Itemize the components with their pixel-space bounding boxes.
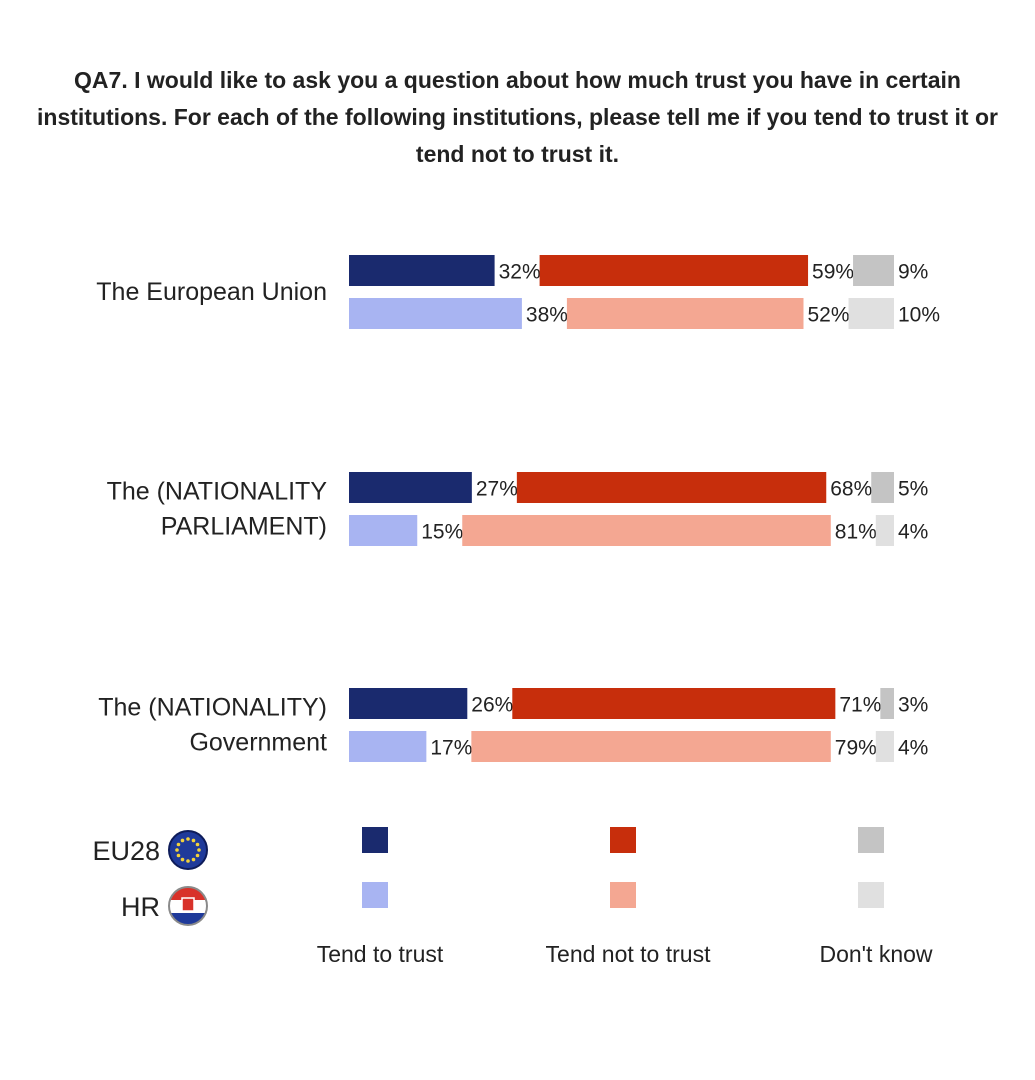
- legend-swatch: [362, 827, 388, 853]
- bar-hr: [349, 515, 418, 546]
- data-label: 38%: [526, 304, 568, 327]
- bar-hr: [848, 298, 894, 329]
- eu-flag-star: [180, 838, 185, 843]
- data-label: 59%: [812, 261, 854, 284]
- hr-flag-icon: [168, 886, 208, 926]
- bar-hr: [566, 298, 804, 329]
- category-label: Government: [189, 729, 327, 757]
- category-label: PARLIAMENT): [161, 513, 327, 541]
- respondent-label: HR: [121, 892, 160, 922]
- bar-eu28: [880, 688, 894, 719]
- bar-hr: [875, 515, 894, 546]
- eu-flag-star: [191, 838, 196, 843]
- bar-eu28: [512, 688, 836, 719]
- category-label: The (NATIONALITY: [107, 478, 328, 506]
- bar-eu28: [349, 688, 468, 719]
- data-label: 17%: [430, 737, 472, 760]
- bar-eu28: [349, 472, 472, 503]
- eu-flag-star: [176, 853, 181, 858]
- category-label: The European Union: [96, 278, 327, 306]
- eu-flag-star: [195, 853, 200, 858]
- bar-eu28: [539, 255, 809, 286]
- eu-flag-star: [180, 857, 185, 862]
- legend-swatch: [362, 882, 388, 908]
- data-label: 27%: [476, 478, 518, 501]
- legend-label: Don't know: [819, 941, 932, 967]
- bar-eu28: [349, 255, 495, 286]
- eu-flag-star: [176, 842, 181, 847]
- hr-flag-shield: [181, 897, 195, 912]
- eu-flag-star: [195, 842, 200, 847]
- bar-hr: [462, 515, 831, 546]
- data-label: 3%: [898, 694, 928, 717]
- legend-label: Tend to trust: [317, 941, 444, 967]
- data-label: 52%: [808, 304, 850, 327]
- category-label: The (NATIONALITY): [98, 694, 327, 722]
- bar-eu28: [871, 472, 894, 503]
- data-label: 9%: [898, 261, 928, 284]
- chart-title: QA7. I would like to ask you a question …: [37, 67, 998, 167]
- bar-eu28: [853, 255, 894, 286]
- eu-flag-star: [191, 857, 196, 862]
- data-label: 5%: [898, 478, 928, 501]
- legend-swatch: [610, 882, 636, 908]
- data-label: 10%: [898, 304, 940, 327]
- bar-hr: [471, 731, 831, 762]
- bar-hr: [875, 731, 894, 762]
- legend-swatch: [610, 827, 636, 853]
- bar-hr: [349, 731, 427, 762]
- eu-flag-star: [175, 848, 179, 852]
- legend-swatch: [858, 827, 884, 853]
- data-label: 81%: [835, 521, 877, 544]
- data-label: 71%: [839, 694, 881, 717]
- data-label: 68%: [830, 478, 872, 501]
- legend-swatch: [858, 882, 884, 908]
- data-label: 26%: [471, 694, 513, 717]
- eu-flag-star: [197, 848, 201, 852]
- eu-flag-star: [186, 837, 190, 841]
- bar-eu28: [516, 472, 827, 503]
- data-label: 32%: [499, 261, 541, 284]
- data-label: 4%: [898, 521, 928, 544]
- legend-label: Tend not to trust: [546, 941, 712, 967]
- data-label: 15%: [421, 521, 463, 544]
- data-label: 4%: [898, 737, 928, 760]
- eu-flag-icon: [168, 830, 208, 870]
- data-label: 79%: [835, 737, 877, 760]
- bar-hr: [349, 298, 522, 329]
- eu-flag-star: [186, 859, 190, 863]
- respondent-label: EU28: [92, 836, 160, 866]
